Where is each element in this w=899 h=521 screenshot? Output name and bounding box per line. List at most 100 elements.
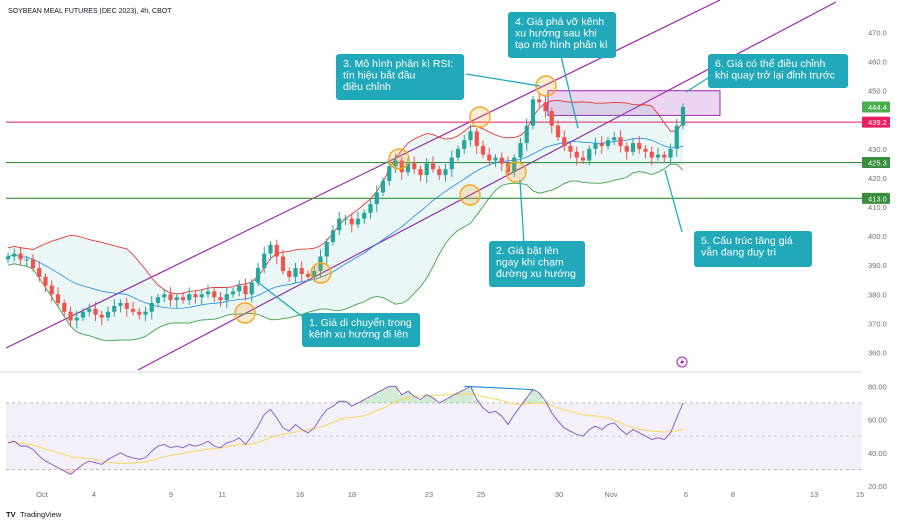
candle-body xyxy=(80,311,86,318)
candle-body xyxy=(155,297,161,304)
candle-body xyxy=(280,256,286,272)
candle-body xyxy=(637,143,642,149)
y-tick-label: 380.0 xyxy=(868,290,887,299)
y-tick-label: 370.0 xyxy=(868,319,887,328)
candle-body xyxy=(299,268,304,274)
candle xyxy=(368,198,373,220)
candle-body xyxy=(255,268,261,283)
candle xyxy=(549,107,554,134)
annotation-text: xu hướng sau khi xyxy=(515,28,597,40)
candle-body xyxy=(55,294,61,304)
candle-body xyxy=(199,294,204,298)
candle xyxy=(62,299,67,317)
candle xyxy=(380,177,386,196)
candle xyxy=(68,306,73,327)
candle xyxy=(412,156,417,175)
candle-body xyxy=(187,294,192,301)
annotation-text: 4. Giá phá vỡ kênh xyxy=(515,16,604,28)
candle-body xyxy=(93,308,98,315)
rsi-overbought-fill xyxy=(386,386,393,403)
candle xyxy=(74,310,79,329)
x-tick-label: 15 xyxy=(856,490,864,499)
rsi-overbought-fill xyxy=(429,397,437,403)
candle xyxy=(205,284,211,298)
rsi-overbought-fill xyxy=(473,399,480,403)
price-label-text: 439.2 xyxy=(868,118,887,127)
candle-body xyxy=(468,131,473,141)
candle xyxy=(555,120,561,141)
rsi-overbought-fill xyxy=(529,389,537,403)
candle-body xyxy=(205,291,211,295)
candle-body xyxy=(524,125,529,144)
price-label-text: 425.3 xyxy=(868,159,887,168)
candle xyxy=(155,293,161,307)
rsi-overbought-fill xyxy=(454,392,462,403)
highlight-circle xyxy=(388,148,410,170)
rsi-overbought-fill xyxy=(361,399,368,403)
candle-body xyxy=(368,204,373,213)
x-tick-label: 23 xyxy=(425,490,433,499)
x-tick-label: 6 xyxy=(684,490,688,499)
highlight-circle xyxy=(310,262,332,284)
candle xyxy=(655,147,661,162)
candle xyxy=(99,311,104,326)
candle xyxy=(168,287,173,307)
rsi-overbought-fill xyxy=(423,394,430,403)
candle xyxy=(180,291,186,304)
candle-body xyxy=(624,145,629,152)
candle xyxy=(130,301,136,316)
candle-body xyxy=(24,259,29,261)
annotation-text: 3. Mô hình phân kì RSI: xyxy=(343,58,453,70)
candle-body xyxy=(555,125,561,138)
annotation-box xyxy=(508,12,616,58)
candle xyxy=(324,238,329,265)
candle-body xyxy=(387,166,392,181)
highlight-circle xyxy=(459,184,481,206)
candle-body xyxy=(337,218,342,231)
rsi-overbought-fill xyxy=(373,392,380,403)
candle xyxy=(599,136,604,154)
y-tick-label: 410.0 xyxy=(868,203,887,212)
annotation-text: vẫn đang duy trì xyxy=(701,246,776,259)
candle-body xyxy=(662,154,667,158)
candle xyxy=(474,127,479,154)
candle-body xyxy=(587,148,592,161)
annotation-pointer xyxy=(465,73,541,87)
candle xyxy=(12,248,17,262)
candle xyxy=(443,163,448,182)
rsi-tick-label: 20.00 xyxy=(868,482,887,491)
tradingview-logo: TV TradingView xyxy=(6,510,62,519)
candle xyxy=(637,136,642,154)
y-tick-label: 470.0 xyxy=(868,29,887,38)
candle xyxy=(280,249,286,275)
candle-body xyxy=(230,291,236,295)
candle xyxy=(274,239,279,265)
annotation-pointer xyxy=(254,279,305,319)
candle-body xyxy=(399,160,404,173)
candle xyxy=(87,303,92,317)
candle-body xyxy=(674,125,679,149)
candle xyxy=(462,134,467,154)
annotation-text: 6. Giá có thể điều chỉnh xyxy=(715,58,825,70)
candle-body xyxy=(180,297,186,301)
x-tick-label: 8 xyxy=(731,490,735,499)
target-zone-box xyxy=(547,90,721,116)
candle-body xyxy=(149,303,154,312)
candle-body xyxy=(174,297,179,301)
candle xyxy=(393,153,398,173)
rsi-overbought-fill xyxy=(367,396,374,403)
rsi-line xyxy=(7,385,684,475)
annotation-text: tín hiệu bắt đầu xyxy=(343,69,416,82)
rsi-tick-label: 40.00 xyxy=(868,449,887,458)
candle xyxy=(387,161,392,186)
candle xyxy=(605,136,611,150)
candle-body xyxy=(124,303,129,309)
candle-body xyxy=(649,151,654,158)
rsi-overbought-fill xyxy=(461,389,468,403)
candle xyxy=(518,137,523,164)
candle-body xyxy=(568,145,573,152)
candle xyxy=(468,124,473,147)
candle xyxy=(499,152,504,172)
